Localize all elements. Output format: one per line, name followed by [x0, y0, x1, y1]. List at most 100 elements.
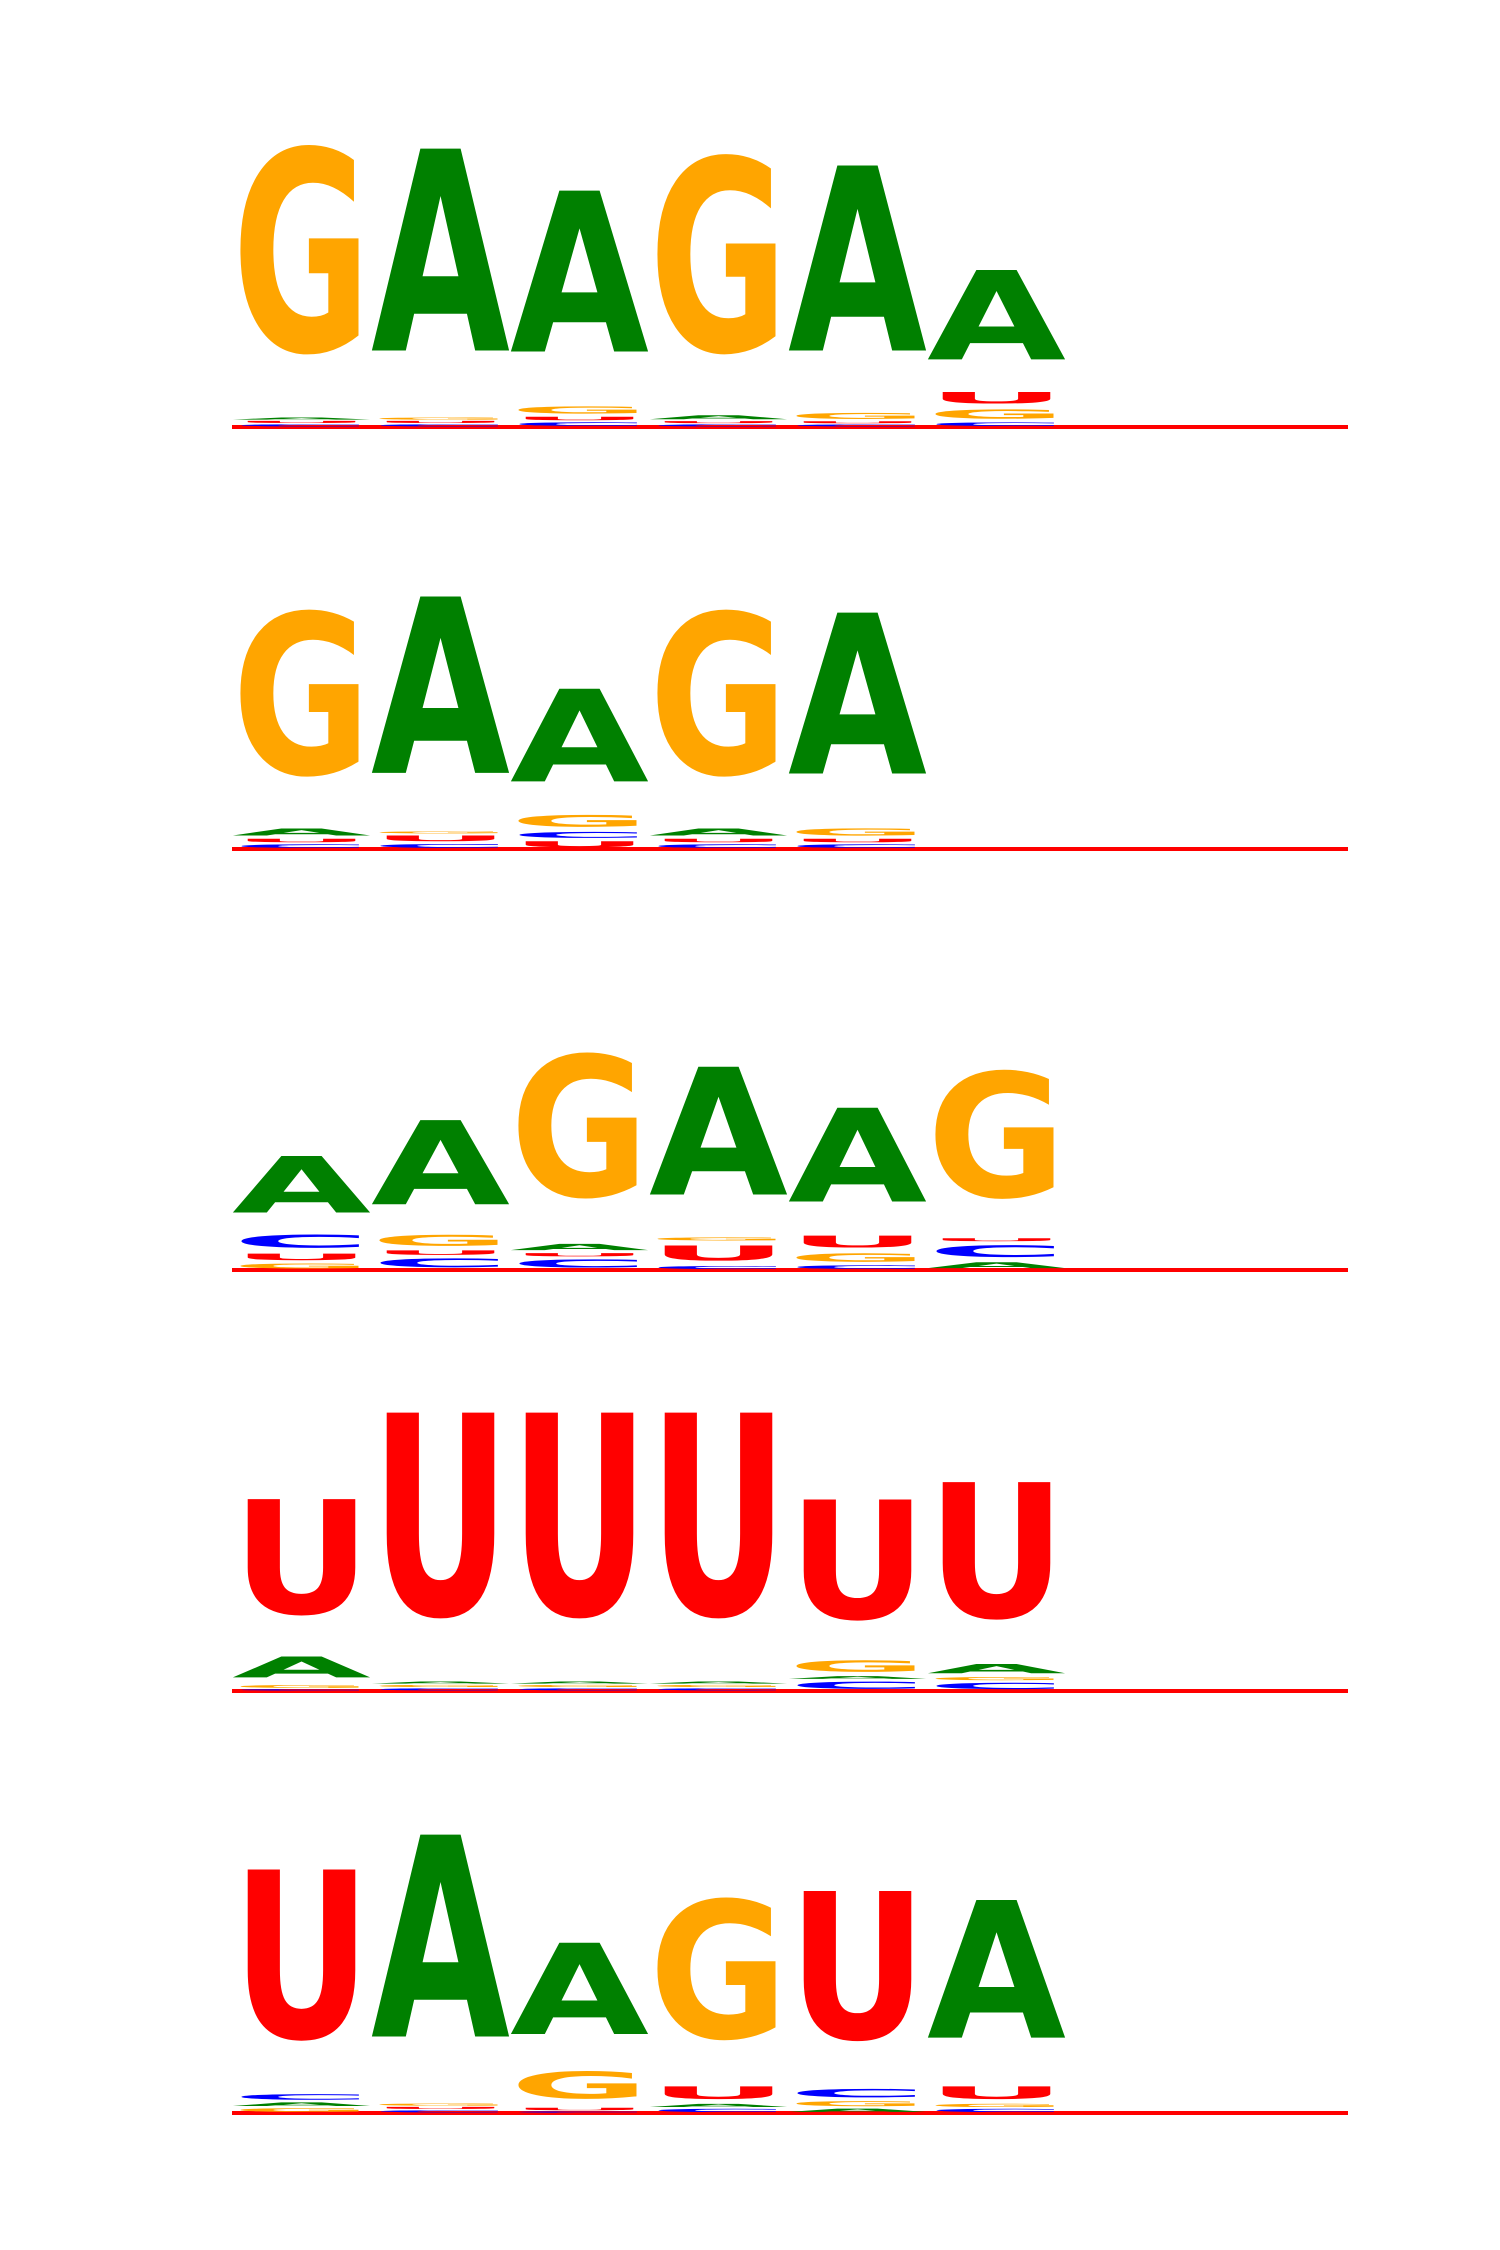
logo-2-pos-2-letter-G: G: [371, 831, 510, 834]
logo-3-pos-3-letter-A: A: [510, 1242, 649, 1252]
logo-2-pos-3-letter-A: A: [510, 664, 649, 812]
logo-5-pos-3-letter-A: A: [510, 1918, 649, 2064]
logo-5-pos-1-letter-G: G: [232, 2107, 371, 2113]
logo-3-pos-1-letter-U: U: [232, 1252, 371, 1262]
logo-4-pos-4-letter-G: G: [649, 1684, 788, 1687]
logo-4-pos-3-letter-G: G: [510, 1684, 649, 1687]
logo-1-pos-2-letter-C: C: [371, 424, 510, 427]
logo-5-pos-5-letter-G: G: [788, 2100, 927, 2108]
logo-1-pos-2-letter-U: U: [371, 420, 510, 423]
logo-4-pos-1-letter-G: G: [232, 1684, 371, 1688]
logo-4-pos-3-letter-A: A: [510, 1681, 649, 1684]
logo-5-pos-1-letter-A: A: [232, 2101, 371, 2107]
logo-2-pos-2-letter-C: C: [371, 843, 510, 849]
logo-2-pos-5-letter-C: C: [788, 843, 927, 849]
logo-2-pos-3-letter-G: G: [510, 812, 649, 830]
logo-4-pos-2-letter-C: C: [371, 1688, 510, 1691]
logo-3-pos-2-letter-C: C: [371, 1256, 510, 1270]
logo-5-pos-6-letter-C: C: [927, 2108, 1066, 2113]
logo-4-pos-2-letter-A: A: [371, 1681, 510, 1684]
logo-1-pos-5-letter-A: A: [788, 115, 927, 411]
logo-4-pos-6-letter-U: U: [927, 1447, 1066, 1662]
logo-1-pos-5-letter-U: U: [788, 421, 927, 424]
logo-3-pos-5-letter-A: A: [788, 1082, 927, 1232]
logo-5-pos-5-letter-C: C: [788, 2087, 927, 2100]
logo-5-pos-2-letter-G: G: [371, 2103, 510, 2106]
logo-3-pos-5-letter-G: G: [788, 1251, 927, 1264]
logo-5-pos-6-letter-G: G: [927, 2103, 1066, 2108]
logo-2-pos-4-letter-C: C: [649, 843, 788, 849]
logo-3-pos-2-letter-G: G: [371, 1232, 510, 1249]
logo-4-pos-1-letter-U: U: [232, 1468, 371, 1650]
logo-5-pos-1-letter-U: U: [232, 1824, 371, 2092]
logo-4-pos-1-letter-A: A: [232, 1651, 371, 1684]
logo-3-pos-1-letter-A: A: [232, 1141, 371, 1231]
logo-2-pos-4-letter-G: G: [649, 569, 788, 826]
logo-4-pos-6-letter-G: G: [927, 1676, 1066, 1681]
logo-4-pos-3-letter-U: U: [510, 1358, 649, 1680]
logo-4-pos-6-letter-C: C: [927, 1681, 1066, 1691]
logo-3-pos-3-letter-U: U: [510, 1252, 649, 1257]
logo-5-pos-6-letter-U: U: [927, 2083, 1066, 2103]
logo-1-pos-6-letter-C: C: [927, 422, 1066, 427]
logo-1-pos-5-letter-C: C: [788, 424, 927, 427]
logo-3-pos-4-letter-G: G: [649, 1237, 788, 1242]
logo-1-pos-4-letter-G: G: [649, 106, 788, 413]
logo-3-pos-4-letter-C: C: [649, 1265, 788, 1270]
logo-3-pos-1-letter-G: G: [232, 1262, 371, 1270]
logo-4-pos-2-letter-U: U: [371, 1358, 510, 1680]
logo-4-pos-4-letter-C: C: [649, 1688, 788, 1691]
logo-5-pos-2-letter-A: A: [371, 1780, 510, 2103]
logo-1-pos-4-letter-U: U: [649, 421, 788, 424]
logo-3-pos-4-letter-U: U: [649, 1241, 788, 1265]
logo-2-pos-2-letter-U: U: [371, 834, 510, 843]
logo-4-pos-1-letter-C: C: [232, 1689, 371, 1691]
logo-2-pos-1-letter-G: G: [232, 569, 371, 826]
logo-5-pos-4-letter-A: A: [649, 2103, 788, 2108]
logo-2-pos-3-letter-C: C: [510, 830, 649, 839]
logo-3-pos-2-letter-A: A: [371, 1097, 510, 1232]
logo-5-pos-3-letter-G: G: [510, 2064, 649, 2107]
logo-2-pos-5-letter-A: A: [788, 569, 927, 826]
logo-4-pos-5-letter-G: G: [788, 1657, 927, 1675]
logo-5-pos-5-letter-U: U: [788, 1852, 927, 2087]
logo-3-pos-3-letter-C: C: [510, 1257, 649, 1270]
logo-1-pos-6-letter-U: U: [927, 389, 1066, 407]
logo-5-pos-3-letter-U: U: [510, 2107, 649, 2111]
logo-1-pos-1-letter-U: U: [232, 420, 371, 423]
logo-3-pos-6-letter-U: U: [927, 1237, 1066, 1242]
logo-1-pos-3-letter-A: A: [510, 147, 649, 404]
logo-2-pos-4-letter-A: A: [649, 827, 788, 838]
logo-4-pos-5-letter-U: U: [788, 1468, 927, 1657]
logo-5-pos-4-letter-G: G: [649, 1864, 788, 2083]
logo-3-pos-6-letter-G: G: [927, 1039, 1066, 1238]
logo-4-pos-5-letter-C: C: [788, 1680, 927, 1691]
logo-2-pos-5-letter-G: G: [788, 827, 927, 838]
logo-2-pos-4-letter-U: U: [649, 838, 788, 844]
logo-1-pos-6-letter-G: G: [927, 407, 1066, 421]
logo-3-pos-5-letter-U: U: [788, 1232, 927, 1251]
logo-1-pos-1-letter-C: C: [232, 424, 371, 427]
logo-2-pos-5-letter-U: U: [788, 838, 927, 844]
logo-2-pos-1-letter-U: U: [232, 838, 371, 844]
logo-3-pos-5-letter-C: C: [788, 1264, 927, 1270]
logo-1-pos-5-letter-G: G: [788, 411, 927, 420]
logo-1-pos-2-letter-G: G: [371, 417, 510, 420]
logo-4-pos-5-letter-A: A: [788, 1675, 927, 1679]
logo-3-pos-3-letter-G: G: [510, 1016, 649, 1241]
logo-1-pos-1-letter-G: G: [232, 95, 371, 417]
logo-5-pos-3-letter-C: C: [510, 2111, 649, 2113]
logo-4-pos-4-letter-A: A: [649, 1681, 788, 1684]
logo-1-pos-3-letter-C: C: [510, 421, 649, 427]
logo-1-pos-2-letter-A: A: [371, 94, 510, 417]
logo-1-pos-6-letter-A: A: [927, 246, 1066, 389]
logo-2-pos-1-letter-A: A: [232, 827, 371, 838]
logo-2-pos-1-letter-C: C: [232, 843, 371, 849]
logo-3-pos-1-letter-C: C: [232, 1231, 371, 1252]
logo-1-pos-1-letter-A: A: [232, 417, 371, 420]
